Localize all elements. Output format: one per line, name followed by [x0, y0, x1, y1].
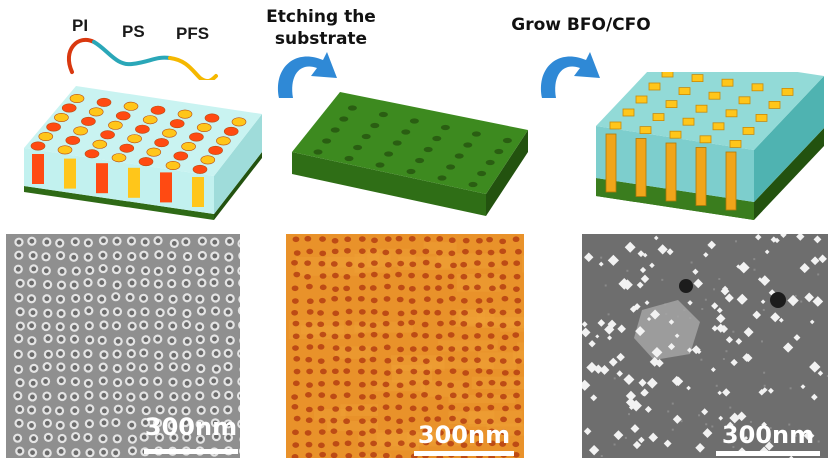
grown-nanocomposite-diagram: [596, 72, 824, 220]
scale-bar-label: 300nm: [144, 413, 238, 441]
step-label-etching: Etching the substrate: [266, 7, 376, 49]
label-pfs: PFS: [176, 24, 210, 43]
step-label-grow: Grow BFO/CFO: [511, 15, 651, 35]
scale-bar: 300nm: [144, 414, 238, 454]
scale-bar-line: [414, 451, 514, 456]
label-ps: PS: [122, 22, 145, 41]
curved-arrow-icon: [278, 52, 337, 98]
curved-arrow-icon: [541, 52, 600, 98]
etched-substrate-diagram: [292, 92, 528, 216]
scale-bar-label: 300nm: [721, 421, 815, 449]
scale-bar: 300nm: [716, 422, 820, 456]
label-pi: PI: [72, 16, 89, 35]
scale-bar-line: [144, 449, 238, 454]
afm-image-middle: 300nm: [286, 234, 524, 458]
polymer-chain-diagram: [66, 38, 218, 80]
sem-image-right: 300nm: [582, 234, 828, 458]
scale-bar-line: [716, 451, 820, 456]
scale-bar: 300nm: [414, 422, 514, 456]
block-copolymer-film-diagram: [24, 86, 262, 220]
scale-bar-label: 300nm: [417, 421, 511, 449]
sem-image-left: 300nm: [6, 234, 240, 458]
